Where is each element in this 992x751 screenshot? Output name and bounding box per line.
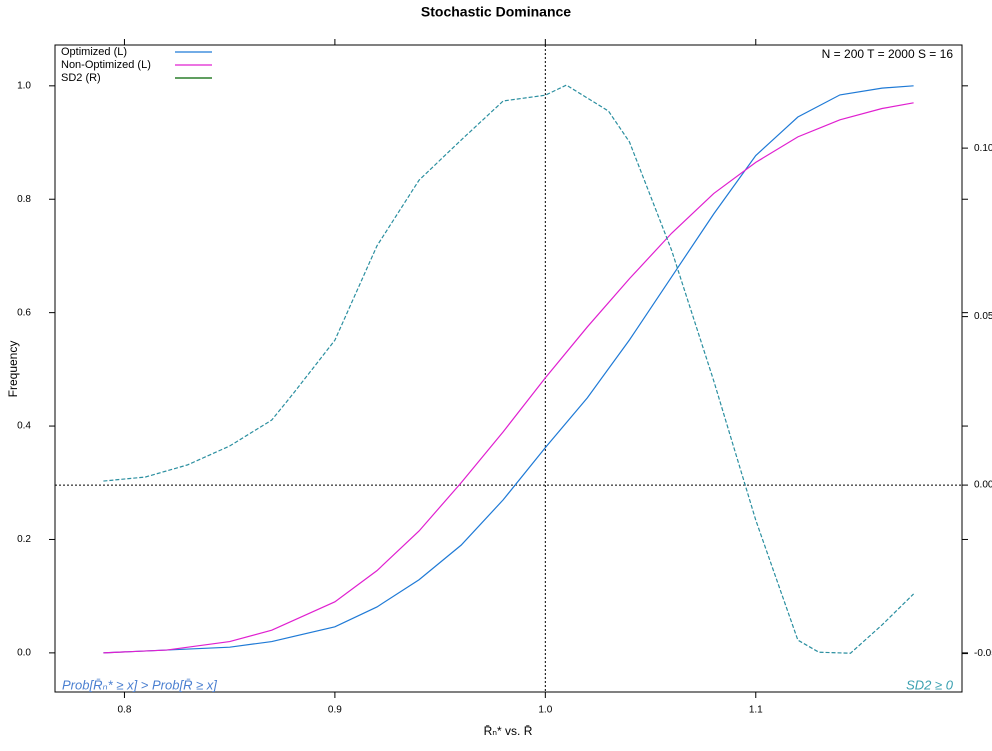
chart-title: Stochastic Dominance bbox=[421, 4, 571, 20]
series-line bbox=[103, 84, 915, 654]
y-tick-label: 0.0 bbox=[17, 648, 31, 659]
x-tick-label: 0.8 bbox=[117, 705, 131, 716]
y-tick-label: 1.0 bbox=[17, 80, 31, 91]
series-line bbox=[103, 85, 914, 654]
x-axis-label: R̄ₙ* vs. R̄ bbox=[484, 724, 533, 738]
y-tick-label: 0.2 bbox=[17, 534, 31, 545]
series-line bbox=[103, 102, 914, 654]
annotation: SD2 ≥ 0 bbox=[906, 677, 954, 692]
y2-tick-label: 0.10 bbox=[974, 143, 992, 154]
annotation: N = 200 T = 2000 S = 16 bbox=[822, 47, 954, 61]
y2-tick-label: -0.05 bbox=[974, 648, 992, 659]
y2-tick-label: 0.05 bbox=[974, 311, 992, 322]
y-tick-label: 0.8 bbox=[17, 194, 31, 205]
legend-label: Optimized (L) bbox=[61, 46, 127, 58]
x-tick-label: 1.0 bbox=[538, 705, 552, 716]
y-tick-label: 0.6 bbox=[17, 307, 31, 318]
legend-label: Non-Optimized (L) bbox=[61, 59, 151, 71]
plot-frame bbox=[54, 44, 963, 693]
x-tick-label: 1.1 bbox=[749, 705, 763, 716]
annotation: Prob[R̄ₙ* ≥ x] > Prob[R̄ ≥ x] bbox=[62, 677, 217, 692]
legend-label: SD2 (R) bbox=[61, 72, 101, 84]
y-axis-label: Frequency bbox=[6, 341, 20, 398]
y-tick-label: 0.4 bbox=[17, 421, 31, 432]
y2-tick-label: 0.00 bbox=[974, 480, 992, 491]
x-tick-label: 0.9 bbox=[328, 705, 342, 716]
